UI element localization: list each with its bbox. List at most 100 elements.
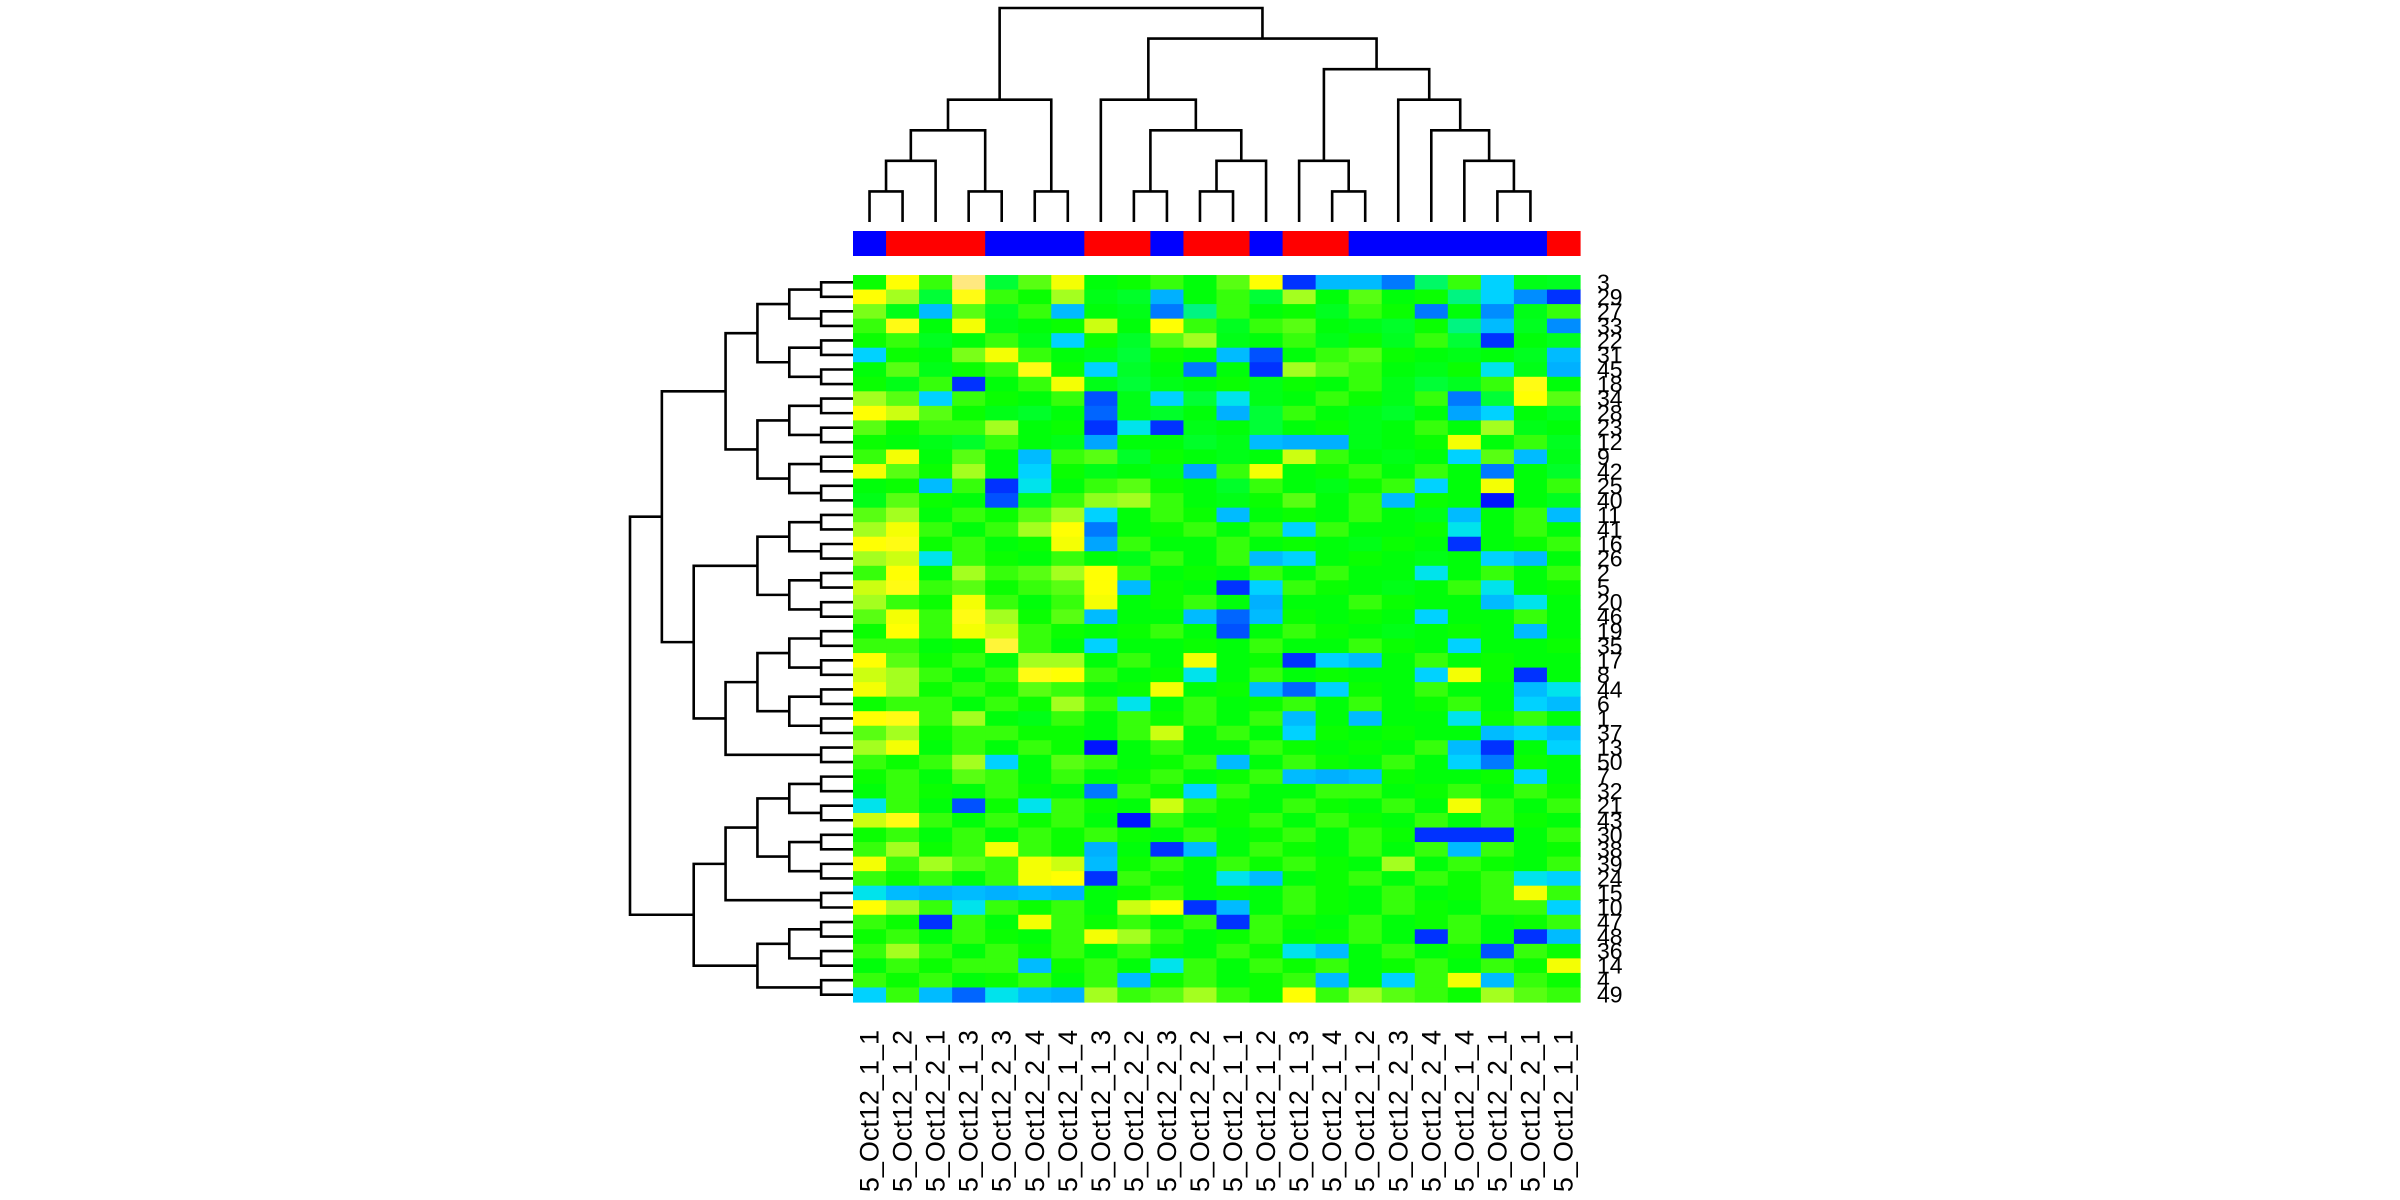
column-label: 5_Oct12_1_1: [855, 1030, 885, 1192]
heatmap-cell: [1117, 638, 1152, 654]
dendrogram-branch: [628, 515, 694, 917]
heatmap-cell: [1513, 318, 1548, 334]
heatmap-cell: [1018, 900, 1052, 916]
heatmap-cell: [1249, 667, 1284, 683]
dendrogram-branch: [1198, 190, 1235, 222]
row-label: 10: [1597, 894, 1623, 920]
heatmap-cell: [1183, 536, 1218, 552]
heatmap-cell: [1084, 478, 1118, 494]
heatmap-cell: [1447, 289, 1482, 305]
heatmap-cell: [1513, 754, 1548, 770]
heatmap-cell: [1183, 711, 1218, 727]
heatmap-cell: [1150, 376, 1185, 392]
heatmap-cell: [1018, 594, 1052, 611]
heatmap-cell: [853, 609, 887, 625]
heatmap-cell: [1414, 464, 1449, 480]
heatmap-cell: [1480, 740, 1515, 756]
heatmap-cell: [952, 347, 986, 363]
row-label: 5: [1597, 575, 1610, 601]
heatmap-cell: [1315, 972, 1350, 989]
heatmap-cell: [1513, 434, 1548, 451]
heatmap-cell: [952, 725, 986, 741]
heatmap-cell: [919, 812, 953, 829]
heatmap-cell: [1150, 987, 1185, 1003]
heatmap-cell: [1315, 696, 1350, 712]
heatmap-cell: [886, 667, 920, 683]
heatmap-cell: [1513, 972, 1548, 989]
heatmap-cell: [1546, 725, 1581, 741]
heatmap-cell: [1018, 667, 1052, 683]
dendrogram-branch: [819, 717, 853, 735]
heatmap-cell: [1018, 696, 1052, 712]
heatmap-cell: [886, 391, 920, 407]
heatmap-cell: [952, 740, 986, 756]
heatmap-cell: [1051, 507, 1085, 523]
heatmap-cell: [1348, 798, 1383, 814]
heatmap-cell: [1546, 434, 1581, 451]
heatmap-cell: [1249, 318, 1284, 334]
heatmap-cell: [853, 972, 887, 989]
group-color-cell: [1414, 231, 1449, 256]
dendrogram-branch: [787, 695, 822, 728]
heatmap-cell: [1513, 580, 1548, 596]
dendrogram-branch: [1430, 128, 1491, 222]
heatmap-cell: [886, 551, 920, 567]
group-color-cell: [1084, 231, 1118, 256]
heatmap-cell: [1117, 376, 1152, 392]
heatmap-cell: [853, 478, 887, 494]
heatmap-cell: [1084, 376, 1118, 392]
heatmap-cell: [1480, 289, 1515, 305]
heatmap-cell: [952, 333, 986, 349]
row-label: 30: [1597, 822, 1623, 848]
heatmap-cell: [1414, 493, 1449, 509]
dendrogram-branch: [819, 513, 853, 531]
heatmap-cell: [886, 740, 920, 756]
group-color-cell: [952, 231, 986, 256]
heatmap-cell: [853, 798, 887, 814]
heatmap-cell: [1282, 958, 1317, 974]
heatmap-cell: [952, 318, 986, 334]
heatmap-cell: [919, 856, 953, 872]
heatmap-cell: [1546, 914, 1581, 930]
heatmap-cell: [1018, 885, 1052, 901]
heatmap-cell: [886, 827, 920, 843]
heatmap-cell: [886, 754, 920, 770]
heatmap-cell: [1480, 711, 1515, 727]
heatmap-cell: [1381, 434, 1416, 451]
heatmap-cell: [1381, 754, 1416, 770]
heatmap-cell: [853, 304, 887, 320]
dendrogram-branch: [787, 579, 822, 611]
heatmap-cell: [1414, 711, 1449, 727]
heatmap-cell: [952, 493, 986, 509]
heatmap-cell: [1150, 493, 1185, 509]
heatmap-cell: [1447, 449, 1482, 465]
heatmap-cell: [1348, 304, 1383, 320]
heatmap-cell: [985, 871, 1019, 887]
dendrogram-branch: [756, 651, 790, 713]
column-group-colorbar: [853, 231, 1581, 256]
heatmap-cell: [1348, 522, 1383, 538]
heatmap-cell: [1282, 551, 1317, 567]
heatmap-cell: [886, 376, 920, 392]
heatmap-cell: [886, 478, 920, 494]
heatmap-cell: [1216, 318, 1251, 334]
heatmap-cell: [952, 943, 986, 959]
heatmap-cell: [1216, 667, 1251, 683]
heatmap-cell: [1546, 580, 1581, 596]
heatmap-cell: [1513, 711, 1548, 727]
heatmap-cell: [985, 464, 1019, 480]
heatmap-cell: [1183, 289, 1218, 305]
heatmap-cell: [1546, 900, 1581, 916]
heatmap-cell: [1018, 653, 1052, 669]
heatmap-cell: [1315, 623, 1350, 640]
heatmap-cell: [1546, 304, 1581, 320]
heatmap-cell: [1051, 434, 1085, 451]
heatmap-cell: [1447, 623, 1482, 640]
heatmap-cell: [1249, 740, 1284, 756]
heatmap-cell: [919, 434, 953, 451]
heatmap-cell: [1183, 871, 1218, 887]
heatmap-cell: [1315, 653, 1350, 669]
heatmap-cell: [1018, 420, 1052, 436]
heatmap-cell: [1051, 725, 1085, 741]
heatmap-cell: [886, 347, 920, 363]
